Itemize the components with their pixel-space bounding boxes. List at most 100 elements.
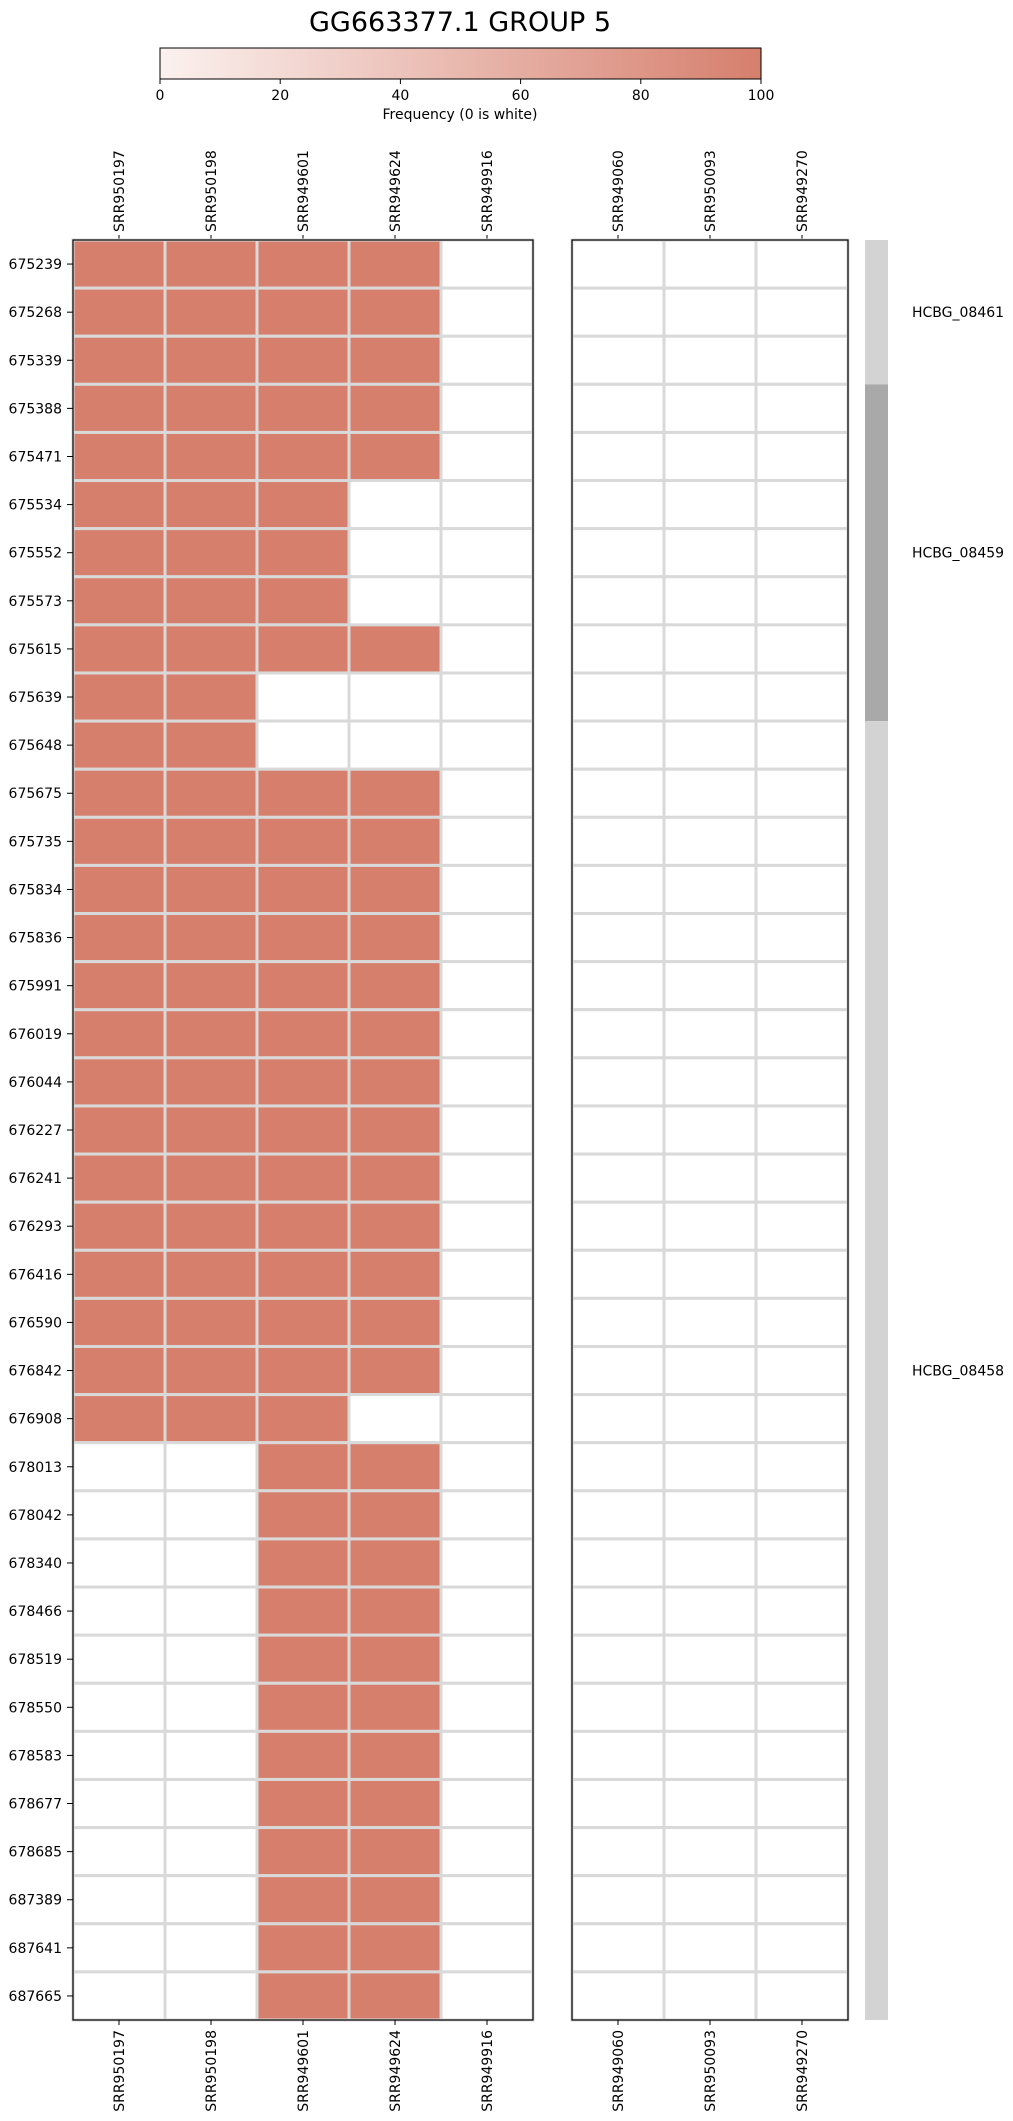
column-label-top: SRR949270 xyxy=(795,150,811,232)
heatmap-cell xyxy=(163,1152,259,1204)
heatmap-cell xyxy=(347,1970,443,2022)
heatmap-cell xyxy=(754,1777,850,1830)
heatmap-cell xyxy=(570,286,666,338)
heatmap-cell xyxy=(439,334,535,386)
column-label-bottom: SRR949916 xyxy=(480,2030,496,2112)
heatmap-cell xyxy=(570,1537,666,1589)
heatmap-cell xyxy=(71,575,167,627)
heatmap-cell xyxy=(163,1008,259,1060)
heatmap-cell xyxy=(163,527,259,579)
heatmap-cell xyxy=(439,767,535,819)
row-label: 676019 xyxy=(9,1027,62,1043)
row-label: 678583 xyxy=(9,1748,62,1764)
heatmap-cell xyxy=(163,1777,259,1830)
heatmap-cell xyxy=(71,1826,167,1878)
heatmap-cell xyxy=(255,1874,351,1926)
heatmap-cell xyxy=(754,1489,850,1541)
heatmap-cell xyxy=(71,1681,167,1733)
heatmap-cell xyxy=(754,1681,850,1733)
heatmap-cell xyxy=(754,815,850,867)
group-bar-segment xyxy=(865,721,888,2020)
heatmap-cell xyxy=(255,1152,351,1204)
row-label: 687665 xyxy=(9,1989,62,2005)
heatmap-cell xyxy=(439,430,535,483)
heatmap-cell xyxy=(570,815,666,867)
heatmap-cell xyxy=(439,1922,535,1974)
heatmap-cell xyxy=(163,1729,259,1781)
row-label: 678677 xyxy=(9,1797,62,1813)
heatmap-cell xyxy=(71,1393,167,1445)
heatmap-cell xyxy=(347,1489,443,1541)
heatmap-cell xyxy=(662,430,758,483)
heatmap-cell xyxy=(163,430,259,483)
heatmap-cell xyxy=(439,238,535,290)
heatmap-cell xyxy=(662,1200,758,1252)
heatmap-cell xyxy=(754,1248,850,1300)
heatmap-cell xyxy=(163,1970,259,2022)
column-labels-top: SRR950197 SRR950198 SRR949601 SRR949624 SRR9… xyxy=(112,150,811,240)
heatmap-cell xyxy=(439,1537,535,1589)
heatmap-cell xyxy=(662,1441,758,1493)
heatmap-cell xyxy=(163,912,259,964)
heatmap-cell xyxy=(347,1344,443,1397)
heatmap-cell xyxy=(662,479,758,531)
row-label: 676044 xyxy=(9,1075,63,1091)
heatmap-cell xyxy=(347,1681,443,1733)
heatmap-cell xyxy=(662,1296,758,1348)
colorbar-tick-label: 100 xyxy=(748,88,775,104)
column-labels-bottom: SRR950197 SRR950198 SRR949601 SRR949624 SRR9… xyxy=(112,2020,811,2112)
heatmap-cell xyxy=(163,334,259,386)
heatmap-cell xyxy=(255,623,351,675)
heatmap-cell xyxy=(662,1729,758,1781)
heatmap-cell xyxy=(71,334,167,386)
column-label-bottom: SRR950198 xyxy=(204,2030,220,2112)
heatmap-cell xyxy=(347,1826,443,1878)
heatmap-cell xyxy=(439,1633,535,1685)
heatmap-cell xyxy=(439,1393,535,1445)
colorbar-label: Frequency (0 is white) xyxy=(382,107,537,123)
colorbar-tick-label: 20 xyxy=(271,88,289,104)
heatmap-cell xyxy=(163,1826,259,1878)
heatmap-cell xyxy=(754,1296,850,1348)
heatmap-cell xyxy=(163,238,259,290)
heatmap-cell xyxy=(754,912,850,964)
row-label: 675268 xyxy=(9,305,62,321)
row-label: 678519 xyxy=(9,1652,62,1668)
heatmap-cell xyxy=(754,1970,850,2022)
heatmap-cell xyxy=(754,575,850,627)
heatmap-cell xyxy=(439,479,535,531)
heatmap-cell xyxy=(570,430,666,483)
column-label-bottom: SRR949624 xyxy=(388,2030,404,2112)
heatmap-cell xyxy=(347,1537,443,1589)
heatmap-cell xyxy=(71,815,167,867)
heatmap-cell xyxy=(754,863,850,916)
heatmap-cell xyxy=(439,960,535,1012)
heatmap-cell xyxy=(439,623,535,675)
heatmap-cell xyxy=(439,1970,535,2022)
row-label: 678466 xyxy=(9,1604,63,1620)
heatmap-cell xyxy=(163,719,259,771)
colorbar-ticks: 0 20 40 60 80 100 xyxy=(156,79,775,104)
row-label: 675534 xyxy=(9,498,63,514)
row-label: 675675 xyxy=(9,786,62,802)
heatmap-cell xyxy=(347,1104,443,1156)
heatmap-cell xyxy=(439,575,535,627)
row-label: 675471 xyxy=(9,449,62,465)
row-label: 676293 xyxy=(9,1219,62,1235)
heatmap-cell xyxy=(662,719,758,771)
heatmap-cell xyxy=(71,527,167,579)
heatmap-cell xyxy=(439,1008,535,1060)
heatmap-cell xyxy=(570,912,666,964)
heatmap-cell xyxy=(754,623,850,675)
heatmap-cell xyxy=(71,1777,167,1830)
heatmap-cell xyxy=(347,1633,443,1685)
heatmap-cell xyxy=(662,1874,758,1926)
heatmap-cell xyxy=(439,1681,535,1733)
heatmap-cell xyxy=(662,623,758,675)
chart-title: GG663377.1 GROUP 5 xyxy=(309,7,611,38)
heatmap-cell xyxy=(163,1296,259,1348)
heatmap-cell xyxy=(570,1056,666,1108)
row-label: 678042 xyxy=(9,1508,62,1524)
column-label-top: SRR949916 xyxy=(480,150,496,232)
column-label-bottom: SRR949060 xyxy=(611,2030,627,2112)
